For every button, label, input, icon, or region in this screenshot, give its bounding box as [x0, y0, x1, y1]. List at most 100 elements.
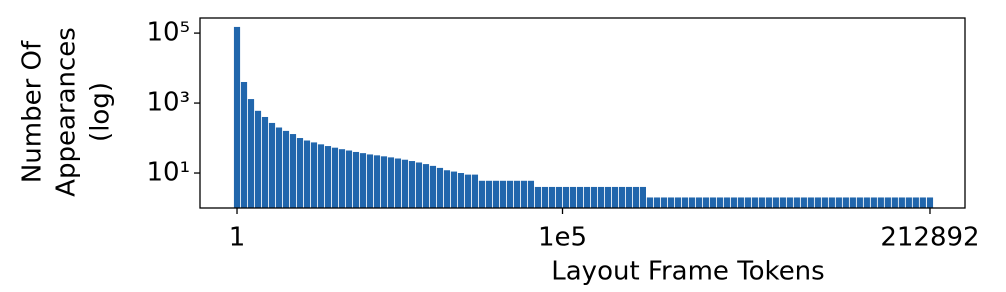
bar [758, 197, 765, 208]
bar [730, 197, 737, 208]
bar [618, 186, 626, 208]
bar [548, 186, 556, 208]
bar [352, 151, 360, 208]
bar [793, 197, 800, 208]
y-tick-label: 10¹ [146, 158, 190, 188]
bar [415, 162, 423, 208]
bar [905, 197, 912, 208]
bar [478, 180, 486, 208]
bar [919, 197, 926, 208]
bar [282, 130, 290, 208]
x-tick-label: 1e5 [538, 223, 587, 253]
bar [499, 180, 507, 208]
bar [240, 81, 248, 208]
bar [891, 197, 898, 208]
bar [898, 197, 905, 208]
bar [450, 171, 458, 208]
bar [751, 197, 758, 208]
bar [800, 197, 807, 208]
bar [688, 197, 695, 208]
bar [779, 197, 786, 208]
bar [471, 174, 479, 208]
bar [422, 164, 430, 208]
bar [772, 197, 779, 208]
bar [331, 147, 339, 208]
bar [611, 186, 619, 208]
bar [590, 186, 598, 208]
bar [702, 197, 709, 208]
x-tick-label: 1 [229, 223, 246, 253]
y-axis-label: Number Of Appearances (log) [18, 27, 116, 197]
bar [884, 197, 891, 208]
bar [870, 197, 877, 208]
bar [555, 186, 563, 208]
bar [338, 149, 346, 208]
bar [366, 154, 374, 208]
bar [436, 167, 444, 208]
bar [807, 197, 814, 208]
bar [324, 146, 332, 208]
bar [408, 161, 416, 208]
bar [576, 186, 584, 208]
bar [842, 197, 849, 208]
bar [597, 186, 605, 208]
bar [261, 116, 269, 208]
bar [653, 197, 660, 208]
bar [457, 173, 465, 208]
bar [926, 197, 934, 208]
bar [268, 122, 276, 208]
bar [254, 110, 262, 208]
y-tick-label: 10⁵ [146, 18, 190, 48]
bar [380, 156, 388, 208]
bar [709, 197, 716, 208]
bar [646, 197, 653, 208]
bar [443, 170, 451, 208]
bar [737, 197, 744, 208]
bar [520, 180, 528, 208]
y-tick-label: 10³ [146, 88, 190, 118]
bar [639, 186, 646, 208]
bar [492, 180, 500, 208]
bar [856, 197, 863, 208]
bar [604, 186, 612, 208]
bar [387, 157, 395, 208]
bar [373, 155, 381, 208]
bar [562, 186, 570, 208]
bar [345, 150, 353, 208]
bar [723, 197, 730, 208]
bar [394, 158, 402, 208]
bar [247, 99, 255, 208]
bar [485, 180, 493, 208]
bar [814, 197, 821, 208]
bar [583, 186, 591, 208]
bar [786, 197, 793, 208]
y-axis-label-line: (log) [86, 82, 116, 142]
bar [534, 186, 542, 208]
bar [849, 197, 856, 208]
bar [765, 197, 772, 208]
bar [744, 197, 751, 208]
bar [695, 197, 702, 208]
y-axis-label-line: Appearances [52, 27, 82, 197]
plot-frame [199, 17, 966, 209]
bar [625, 186, 632, 208]
y-axis-label-line: Number Of [18, 40, 48, 183]
bar [296, 138, 304, 208]
bar [828, 197, 835, 208]
bar [317, 144, 325, 208]
bar [912, 197, 919, 208]
bar [303, 140, 311, 208]
bar [863, 197, 870, 208]
bar [569, 186, 577, 208]
bar [513, 180, 521, 208]
bar [681, 197, 688, 208]
bar [359, 153, 367, 208]
bar [310, 142, 318, 208]
x-axis-label: Layout Frame Tokens [551, 257, 824, 287]
bar [429, 165, 437, 208]
bar [401, 159, 409, 208]
bar [233, 26, 241, 208]
bar [716, 197, 723, 208]
bar [632, 186, 639, 208]
